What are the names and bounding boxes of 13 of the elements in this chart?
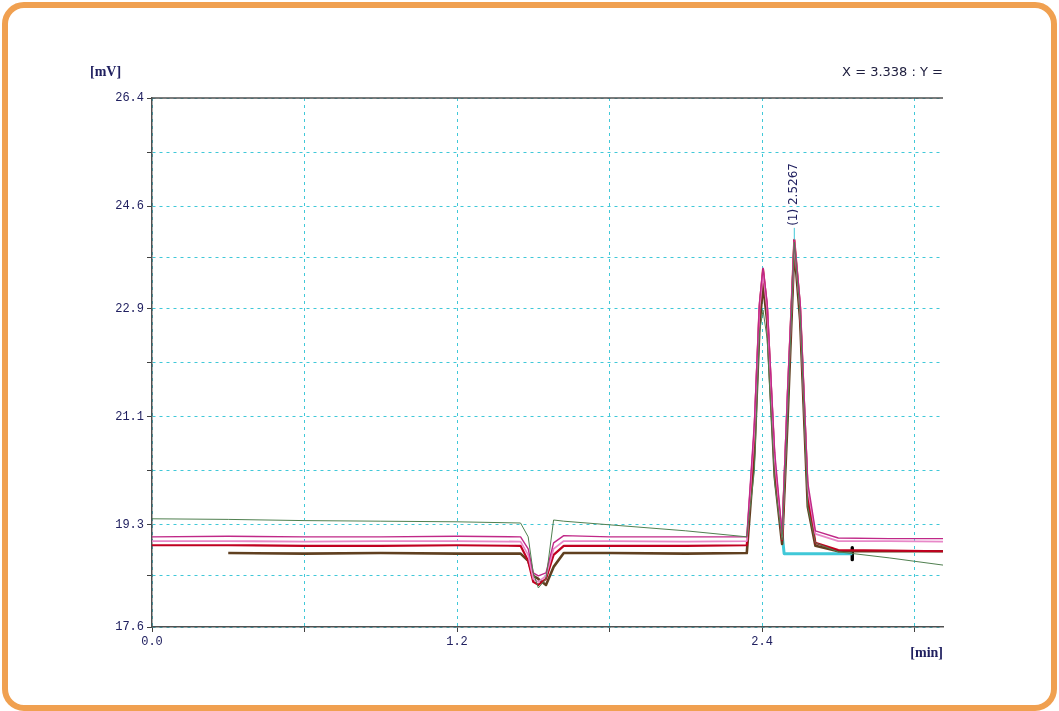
y-tick-label: 17.6	[115, 620, 144, 635]
x-axis-title: [min]	[910, 645, 943, 660]
x-tick-label: 1.2	[446, 635, 468, 650]
y-tick-label: 26.4	[115, 91, 144, 106]
annotation: (1) 2.5267	[786, 163, 801, 226]
x-tick-label: 2.4	[751, 635, 773, 650]
y-tick-label: 21.1	[115, 409, 144, 424]
y-axis-title: [mV]	[90, 64, 122, 79]
y-tick-label: 22.9	[115, 301, 144, 316]
y-tick-label: 24.6	[115, 199, 144, 214]
y-tick-label: 19.3	[115, 517, 144, 532]
text: X = 3.338 : Y =	[842, 64, 943, 79]
x-tick-label: 0.0	[141, 635, 163, 650]
